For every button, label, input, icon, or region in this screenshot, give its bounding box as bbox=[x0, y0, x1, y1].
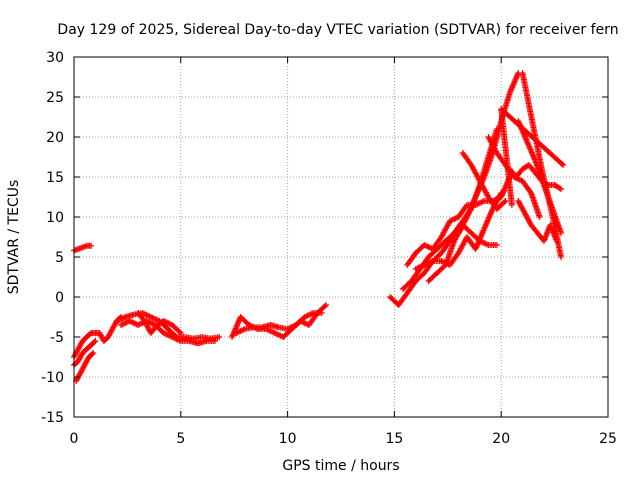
y-tick-label: -10 bbox=[41, 370, 64, 386]
x-tick-label: 20 bbox=[492, 431, 510, 447]
data-point bbox=[216, 334, 223, 340]
data-point bbox=[498, 190, 505, 196]
data-point bbox=[553, 238, 560, 244]
x-tick-label: 5 bbox=[176, 431, 185, 447]
data-point bbox=[502, 198, 509, 204]
data-point bbox=[493, 126, 500, 132]
y-tick-label: 15 bbox=[46, 170, 64, 186]
data-point bbox=[558, 254, 565, 260]
data-point bbox=[90, 350, 97, 356]
data-point bbox=[558, 186, 565, 192]
trace-marker bbox=[91, 339, 98, 345]
data-point bbox=[493, 242, 500, 248]
trace-marker bbox=[501, 199, 508, 206]
y-tick-label: -5 bbox=[50, 330, 64, 346]
y-tick-label: 0 bbox=[55, 290, 64, 306]
data-point bbox=[92, 338, 99, 344]
x-tick-label: 0 bbox=[70, 431, 79, 447]
grid-lines bbox=[74, 57, 608, 417]
data-point bbox=[88, 242, 95, 249]
y-tick-label: 20 bbox=[46, 130, 64, 146]
x-axis-label: GPS time / hours bbox=[282, 458, 399, 474]
y-tick-label: -15 bbox=[41, 410, 64, 426]
y-tick-label: 5 bbox=[55, 250, 64, 266]
data-point bbox=[536, 214, 543, 220]
trace-marker bbox=[463, 203, 470, 210]
y-tick-label: 25 bbox=[46, 90, 64, 106]
chart-title: Day 129 of 2025, Sidereal Day-to-day VTE… bbox=[57, 22, 618, 38]
y-axis-label: SDTVAR / TECUs bbox=[6, 180, 22, 295]
data-point bbox=[211, 338, 218, 344]
x-tick-label: 15 bbox=[385, 431, 403, 447]
trace-marker bbox=[321, 303, 328, 310]
x-tick-label: 25 bbox=[599, 431, 617, 447]
plot-frame bbox=[73, 56, 609, 418]
trace-marker bbox=[556, 185, 563, 192]
data-points bbox=[71, 70, 567, 384]
trace-marker bbox=[89, 351, 96, 357]
data-point bbox=[177, 330, 184, 336]
data-point bbox=[318, 310, 325, 316]
data-point bbox=[323, 302, 330, 308]
y-tick-label: 10 bbox=[46, 210, 64, 226]
y-tick-label: 30 bbox=[46, 50, 64, 66]
trace-marker bbox=[176, 328, 183, 335]
axis-ticks: 0 5 10 15 20 25 -15 -10 -5 0 5 10 15 20 25 30 bbox=[41, 50, 617, 447]
data-point bbox=[558, 230, 565, 236]
x-tick-label: 10 bbox=[279, 431, 297, 447]
data-point bbox=[508, 202, 515, 208]
